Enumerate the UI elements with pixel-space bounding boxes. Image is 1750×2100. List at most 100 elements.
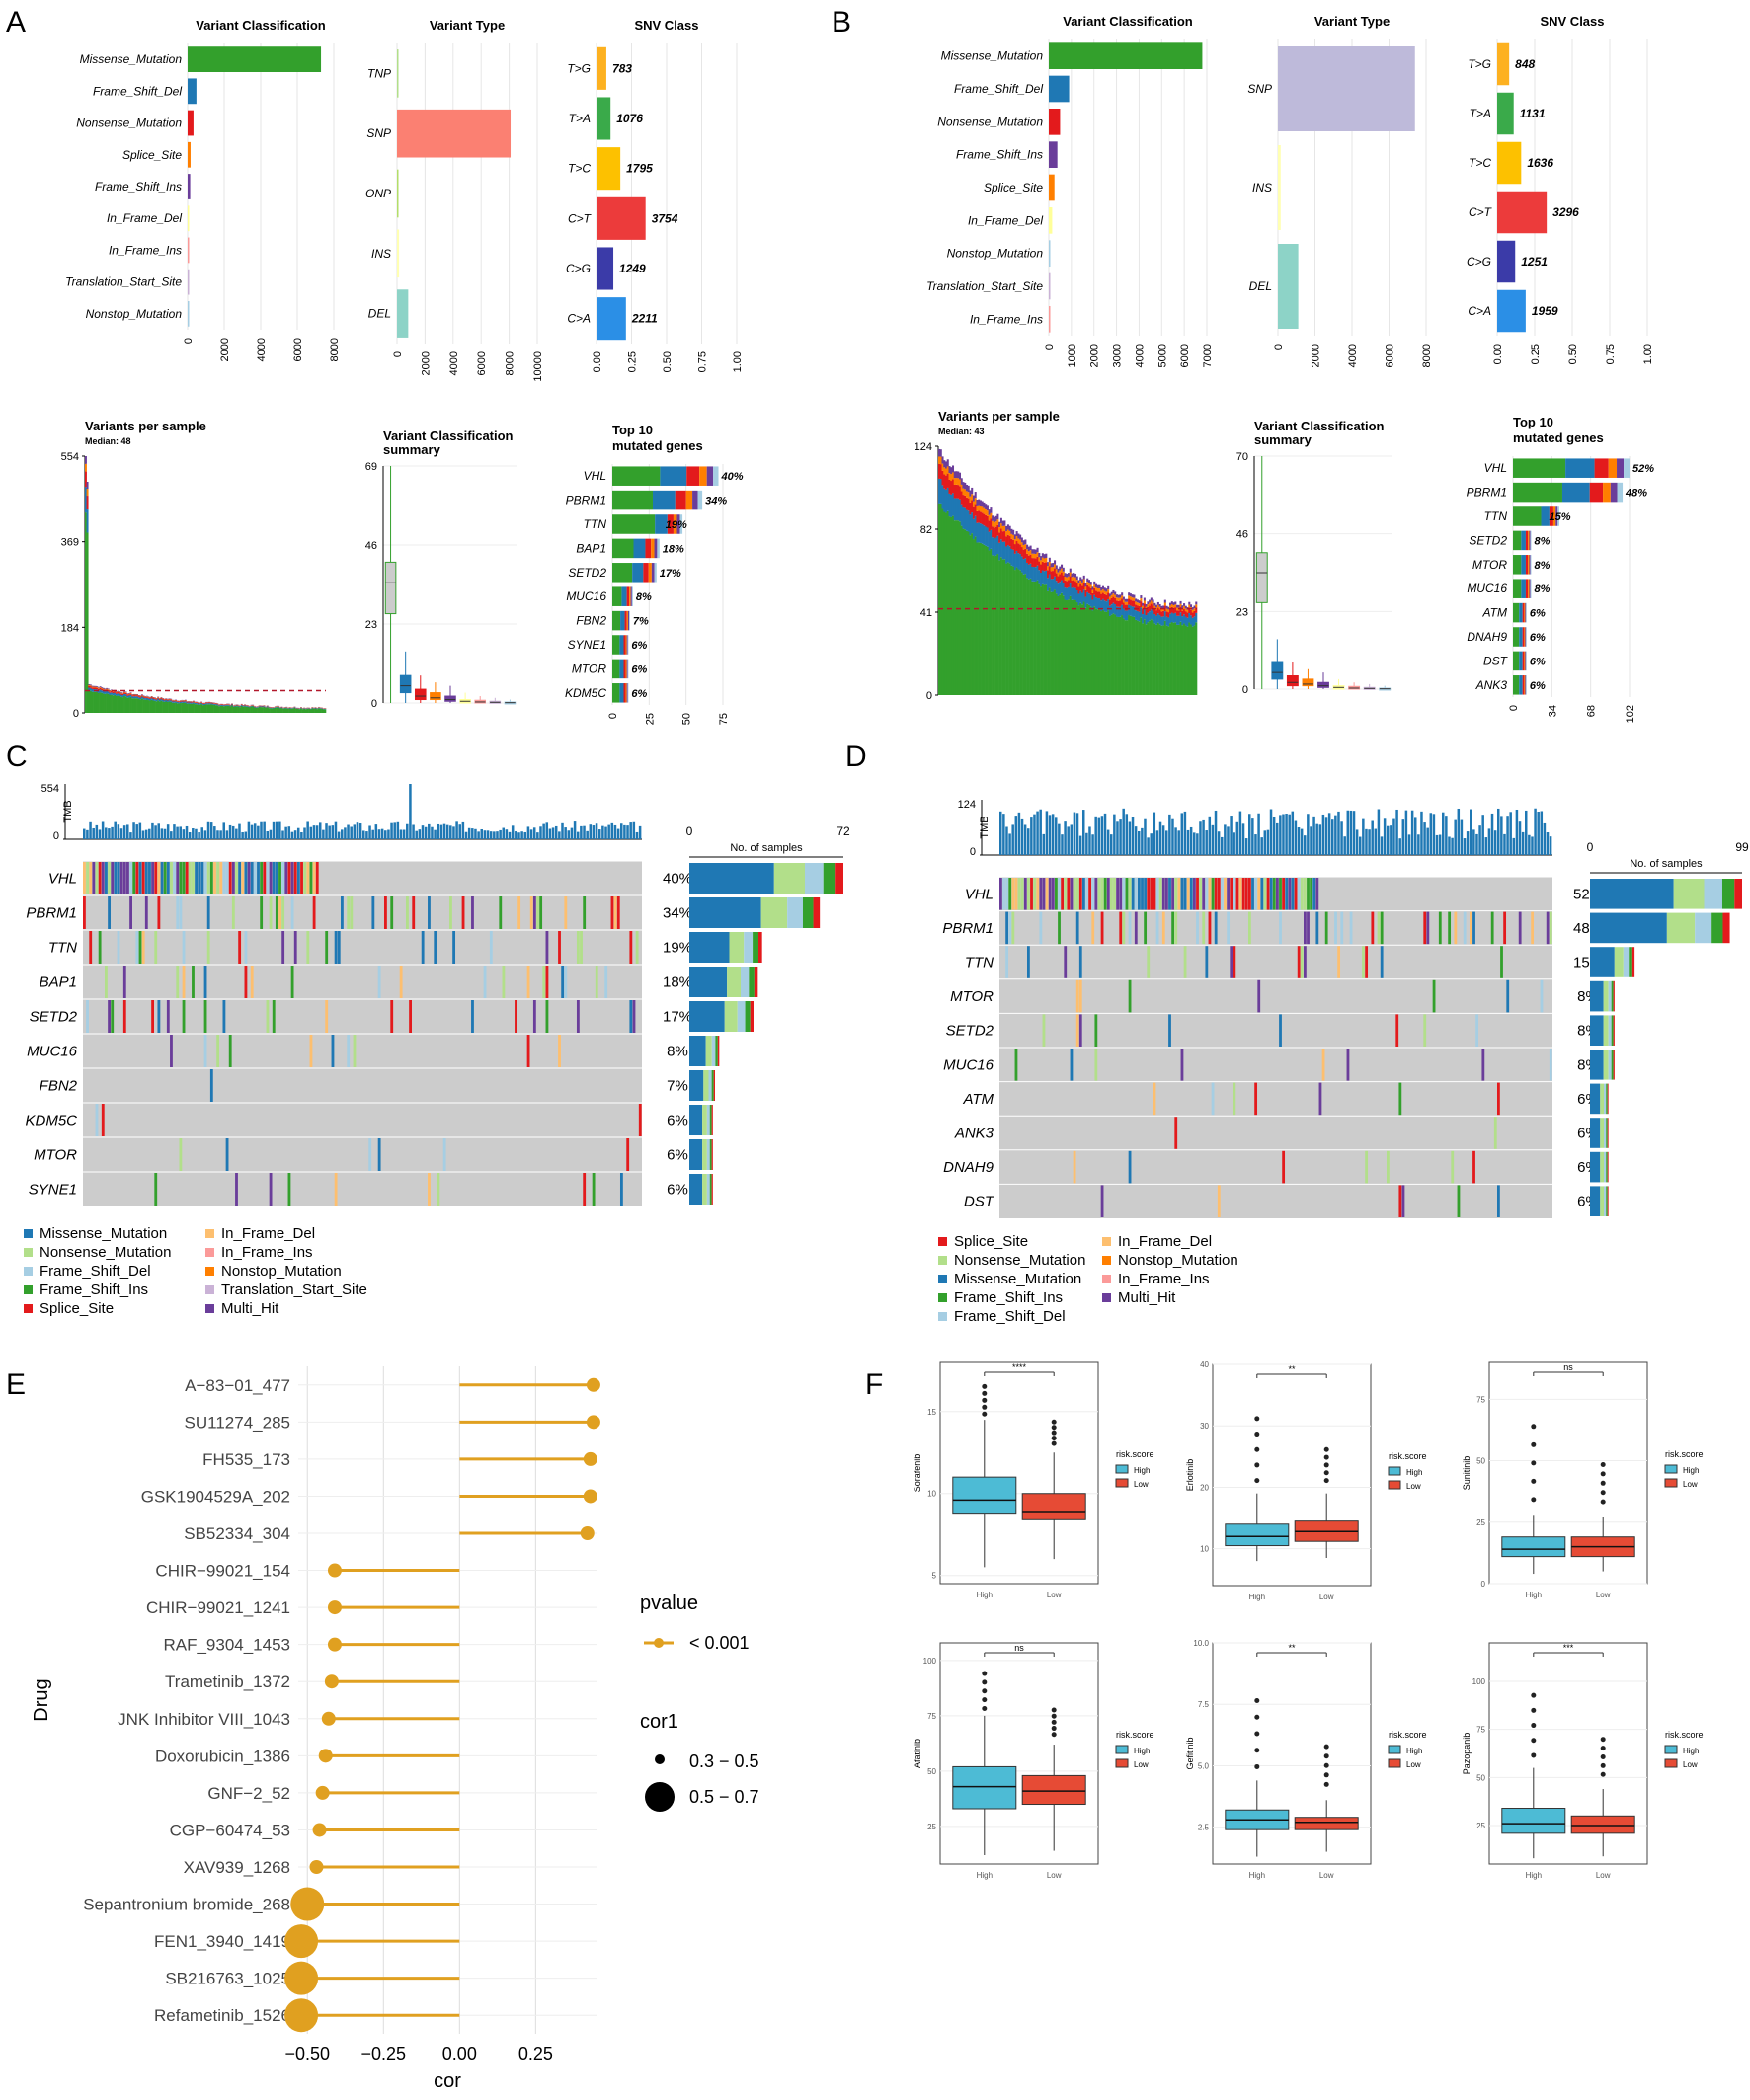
sample-bar xyxy=(1121,595,1124,599)
sample-bar xyxy=(191,703,194,713)
gene-label: MUC16 xyxy=(1467,582,1507,595)
data-label: 1131 xyxy=(1520,107,1546,120)
mutation-cell xyxy=(1097,878,1101,910)
category-label: SNP xyxy=(1247,82,1272,96)
sample-bar xyxy=(993,527,995,539)
sample-bar xyxy=(119,696,122,713)
sample-bar xyxy=(102,693,105,713)
outlier xyxy=(1600,1480,1606,1486)
percent-label: 8% xyxy=(1535,560,1551,572)
tmb-bar xyxy=(626,825,629,839)
sample-bar xyxy=(183,702,186,713)
tmb-bar xyxy=(1119,819,1122,855)
sample-bar xyxy=(1055,581,1058,594)
tmb-bar xyxy=(437,823,439,839)
sample-bar xyxy=(1005,531,1008,537)
sample-bar xyxy=(158,699,161,700)
mutation-cell xyxy=(1438,911,1442,945)
sample-bar xyxy=(98,688,100,689)
sample-bar xyxy=(994,526,997,538)
sample-bar xyxy=(1034,553,1037,559)
sample-bar xyxy=(276,706,278,708)
sample-bar xyxy=(1079,602,1082,695)
samples-bar-segment xyxy=(1590,1186,1601,1216)
mutation-cell xyxy=(384,896,387,929)
oncoplot-gene-label: KDM5C xyxy=(25,1113,77,1129)
sample-bar xyxy=(938,463,941,479)
sample-bar xyxy=(967,492,970,499)
tmb-bar xyxy=(583,825,586,839)
tmb-bar xyxy=(1371,820,1374,855)
mutation-cell xyxy=(222,1000,226,1033)
tmb-bar xyxy=(275,821,278,839)
tmb-bar xyxy=(471,828,474,839)
x-tick-label: High xyxy=(977,1871,993,1880)
sample-bar xyxy=(1153,605,1156,609)
sample-bar xyxy=(993,516,995,523)
mutation-cell xyxy=(1100,1185,1104,1217)
gene-bar-segment xyxy=(612,466,661,486)
mutation-cell xyxy=(1011,911,1015,945)
samples-bar-segment xyxy=(750,1001,754,1032)
sample-bar xyxy=(986,510,989,516)
x-tick-label: 6000 xyxy=(476,351,488,375)
tmb-bar xyxy=(260,821,263,839)
sample-bar xyxy=(194,702,197,703)
samples-bar-segment xyxy=(1590,1050,1604,1080)
mutation-cell xyxy=(461,896,465,929)
tmb-bar xyxy=(613,824,617,839)
sample-bar xyxy=(203,703,206,704)
sample-bar xyxy=(124,691,127,693)
mutation-cell xyxy=(1312,878,1316,910)
mutation-cell xyxy=(1180,1049,1184,1081)
sample-bar xyxy=(1100,600,1103,612)
sample-bar xyxy=(134,694,137,696)
sample-bar xyxy=(203,704,206,713)
tmb-bar xyxy=(148,828,151,839)
gene-label: DNAH9 xyxy=(1467,630,1507,644)
legend-swatch xyxy=(1115,1745,1129,1754)
samples-bar-segment xyxy=(1590,1083,1601,1115)
sample-bar xyxy=(94,686,97,688)
sample-bar xyxy=(1087,604,1091,695)
sample-bar xyxy=(1001,531,1004,542)
sample-bar xyxy=(998,542,1001,561)
tmb-bar xyxy=(1534,808,1537,855)
tmb-bar xyxy=(635,831,639,839)
sample-bar xyxy=(309,709,312,713)
sample-bar xyxy=(1003,520,1006,526)
mutation-cell xyxy=(160,862,164,894)
sample-bar xyxy=(1184,616,1187,626)
sample-bar xyxy=(1188,604,1191,608)
sample-bar xyxy=(1117,600,1120,607)
sample-bar xyxy=(119,691,121,693)
mutation-cell xyxy=(1472,911,1475,945)
sample-bar xyxy=(1008,536,1011,547)
sample-bar xyxy=(1126,604,1129,611)
sample-bar xyxy=(978,505,981,511)
tmb-bar xyxy=(551,827,555,839)
mutation-cell xyxy=(442,1138,446,1171)
sample-bar xyxy=(219,704,222,705)
sample-bar xyxy=(946,459,949,467)
percent-label: 40% xyxy=(721,471,744,483)
sample-bar xyxy=(312,708,315,709)
outlier xyxy=(1323,1470,1329,1476)
samples-bar-segment xyxy=(708,1070,712,1101)
sample-bar xyxy=(1100,611,1103,695)
sample-bar xyxy=(115,691,118,692)
sample-bar xyxy=(946,510,949,695)
mutation-cell xyxy=(179,862,183,894)
samples-bar-segment xyxy=(1604,1083,1607,1115)
mutation-cell xyxy=(269,896,273,929)
sample-bar xyxy=(1163,620,1166,695)
sample-bar xyxy=(1073,572,1075,577)
oncoplot-gene-label: VHL xyxy=(965,886,994,902)
tmb-bar xyxy=(1509,812,1512,855)
top10-title: Top 10 xyxy=(612,423,653,437)
tmb-bar xyxy=(1254,834,1257,855)
tmb-bar xyxy=(629,822,632,839)
sample-bar xyxy=(1184,608,1187,612)
sample-bar xyxy=(98,690,100,693)
tmb-bar xyxy=(1134,826,1138,855)
